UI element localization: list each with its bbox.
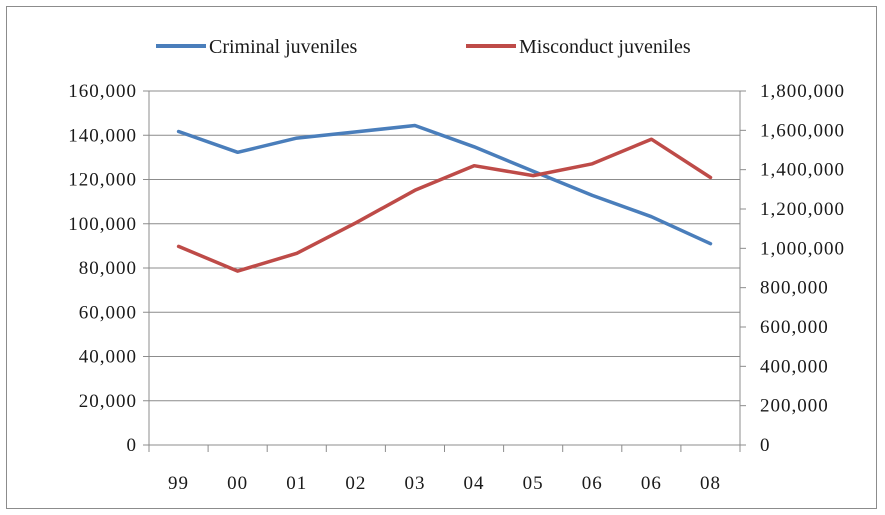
x-tick-label: 02 [345,473,366,494]
right-tick-label: 1,800,000 [760,81,845,102]
legend-label-misconduct-juveniles: Misconduct juveniles [519,36,691,58]
left-tick-label: 140,000 [68,125,137,146]
legend: Criminal juveniles Misconduct juveniles [156,36,691,58]
x-tick-label: 99 [168,473,189,494]
right-tick-label: 200,000 [760,396,829,417]
chart-frame [6,6,877,509]
left-tick-label: 0 [127,435,138,456]
right-tick-label: 1,200,000 [760,199,845,220]
x-tick-label: 01 [286,473,307,494]
series-lines [176,123,713,273]
right-axis-ticks: 0 200,000 400,000 600,000 800,000 1,000,000 1,… [760,81,845,456]
right-tick-label: 0 [760,435,771,456]
x-tick-label: 03 [404,473,425,494]
right-tick-label: 1,000,000 [760,238,845,259]
x-tick-label: 00 [227,473,248,494]
left-tick-label: 40,000 [79,347,137,368]
left-tick-label: 20,000 [79,391,137,412]
right-tick-label: 600,000 [760,317,829,338]
criminal-juveniles-line [176,123,713,246]
x-tick-label: 04 [464,473,485,494]
right-tick-label: 400,000 [760,356,829,377]
axes [143,90,746,452]
x-tick-label: 06 [641,473,662,494]
x-tick-label: 08 [700,473,721,494]
right-tick-label: 800,000 [760,278,829,299]
right-tick-label: 1,600,000 [760,120,845,141]
x-axis-ticks: 99 00 01 02 03 04 05 06 06 08 [168,473,721,494]
legend-label-criminal-juveniles: Criminal juveniles [209,36,358,58]
left-axis-ticks: 0 20,000 40,000 60,000 80,000 100,000 120,000 1… [68,81,138,456]
left-tick-label: 120,000 [68,170,137,191]
x-tick-label: 05 [523,473,544,494]
right-tick-label: 1,400,000 [760,160,845,181]
x-tick-label: 06 [582,473,603,494]
left-tick-label: 80,000 [79,258,137,279]
misconduct-juveniles-line [176,137,713,273]
left-tick-label: 160,000 [68,81,137,102]
left-tick-label: 100,000 [68,214,137,235]
left-tick-label: 60,000 [79,302,137,323]
